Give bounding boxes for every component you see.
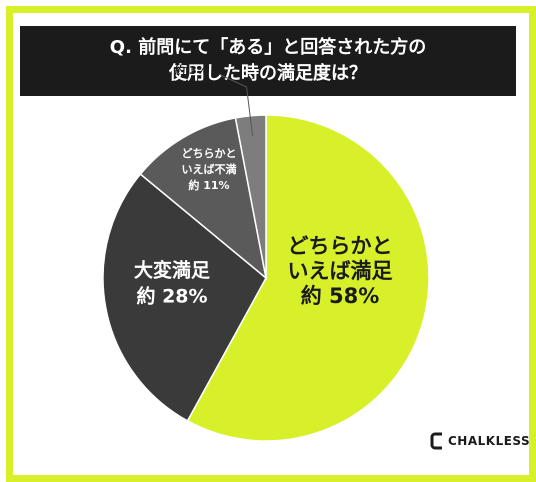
- slice-label-dissatisfied: 不満 約 3%: [141, 63, 208, 77]
- chalkless-logo-icon: [430, 432, 442, 450]
- slice-value-very-satisfied: 約 28%: [136, 285, 207, 308]
- slice-value-dissatisfied-somewhat: 約 11%: [188, 178, 229, 192]
- slice-label-satisfied-somewhat: どちらかと: [288, 234, 393, 258]
- pie-slice-satisfied-somewhat: [186, 114, 430, 442]
- slice-value-satisfied-somewhat: 約 58%: [301, 284, 380, 308]
- slice-label-dissatisfied-somewhat: いえば不満: [182, 162, 237, 176]
- title-line-2: 使用した時の満足度は？: [169, 63, 367, 84]
- slice-label-very-satisfied: 大変満足: [134, 259, 211, 282]
- brand-name: CHALKLESS: [448, 434, 531, 448]
- question-title: Q. 前問にて「ある」と回答された方の 使用した時の満足度は？: [20, 26, 516, 96]
- pie-slice-very-satisfied: [102, 173, 267, 422]
- slice-label-dissatisfied-somewhat: どちらかと: [182, 147, 237, 160]
- brand-logo: CHALKLESS: [430, 432, 530, 450]
- leader-line-dissatisfied: [220, 74, 254, 136]
- slice-label-satisfied-somewhat: いえば満足: [288, 259, 393, 283]
- title-line-1: Q. 前問にて「ある」と回答された方の: [109, 37, 427, 58]
- pie-slice-dissatisfied: [234, 114, 267, 279]
- pie-slice-dissatisfied-somewhat: [139, 117, 268, 280]
